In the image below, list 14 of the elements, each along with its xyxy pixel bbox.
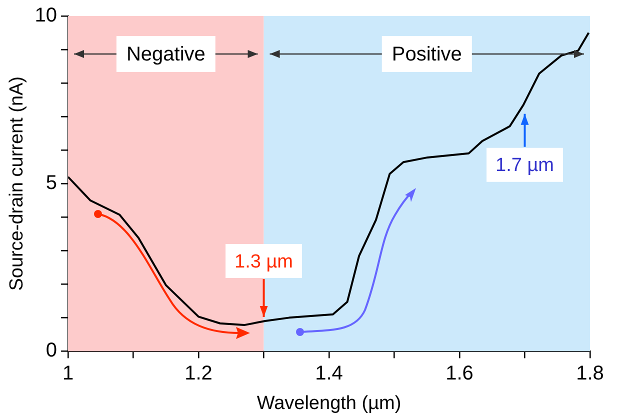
y-axis-title: Source-drain current (nA): [6, 76, 28, 291]
x-tick-label: 1.6: [446, 362, 474, 385]
y-tick-label: 0: [46, 340, 58, 362]
x-tick-label: 1: [62, 362, 74, 385]
y-tick-label: 10: [34, 4, 58, 27]
x-tick-label: 1.8: [576, 362, 604, 385]
band-label: Positive: [392, 44, 462, 66]
band-label: Negative: [126, 44, 206, 66]
x-tick-label: 1.4: [315, 362, 343, 385]
x-axis-title: Wavelength (µm): [256, 392, 402, 414]
annotation: 1.3 µm: [234, 251, 294, 272]
x-tick-label: 1.2: [184, 362, 212, 385]
y-tick-label: 5: [46, 172, 58, 194]
annotation: 1.7 µm: [496, 155, 554, 176]
